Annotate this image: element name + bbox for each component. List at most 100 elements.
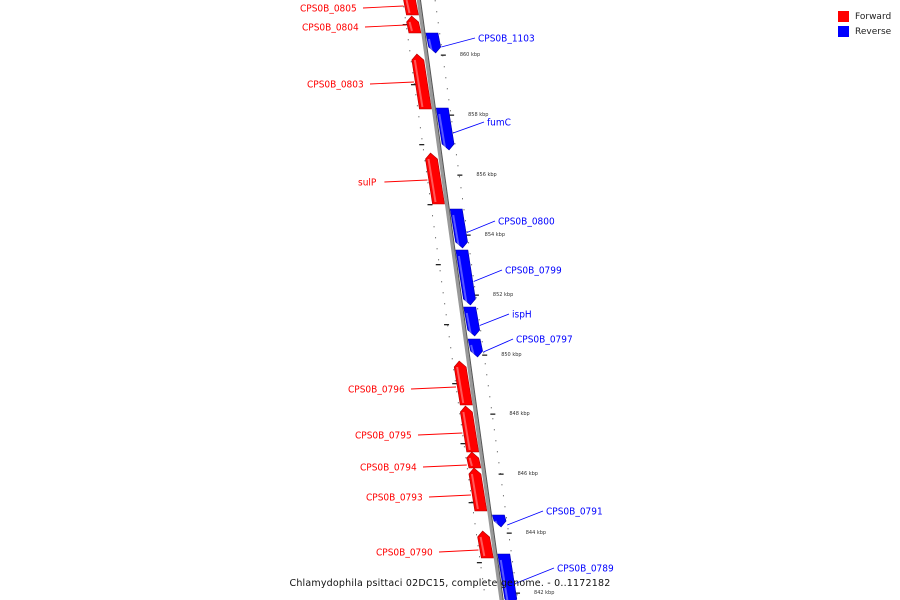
gene-cps0b-0796[interactable]: CPS0B_0796 [348, 360, 473, 406]
guide-dot [489, 396, 491, 398]
tick-label: 858 kbp [468, 112, 488, 118]
gene-arrow[interactable] [435, 107, 455, 151]
tick-label: 854 kbp [485, 232, 505, 238]
guide-dot [454, 380, 456, 382]
guide-dot [424, 160, 426, 162]
guide-dot [483, 589, 485, 591]
tick-mark-left [452, 383, 458, 385]
guide-dot [513, 572, 515, 574]
gene-arrow[interactable] [455, 249, 476, 306]
gene-cps0b-0799[interactable]: CPS0B_0799 [455, 249, 562, 306]
guide-dot [446, 88, 448, 90]
gene-cps0b-0803[interactable]: CPS0B_0803 [307, 53, 432, 110]
tick-mark-left [468, 502, 474, 504]
tick-label: 848 kbp [509, 411, 529, 417]
tick-label: 850 kbp [501, 352, 521, 358]
guide-dot [445, 314, 447, 316]
gene-label: CPS0B_0795 [355, 431, 412, 442]
gene-cps0b-0790[interactable]: CPS0B_0790 [376, 530, 494, 559]
gene-arrow[interactable] [477, 530, 494, 559]
gene-arrow[interactable] [425, 152, 445, 205]
gene-highlight [457, 255, 468, 304]
gene-arrow[interactable] [403, 0, 419, 16]
gene-label: fumC [487, 118, 511, 129]
gene-leader-line [441, 37, 476, 48]
tick-mark [465, 234, 471, 236]
forward-swatch [838, 11, 849, 22]
backbone-line [416, 0, 503, 600]
legend-forward: Forward [838, 9, 891, 24]
gene-cps0b-0797[interactable]: CPS0B_0797 [467, 335, 573, 358]
guide-dot [406, 28, 408, 30]
gene-arrow[interactable] [460, 405, 480, 453]
guide-dot [410, 61, 412, 63]
tick-mark [473, 294, 479, 296]
gene-cps0b-1103[interactable]: CPS0B_1103 [425, 32, 535, 54]
gene-arrow[interactable] [463, 306, 481, 337]
guide-dot [493, 429, 495, 431]
gene-leader-line [364, 24, 407, 28]
guide-dot [479, 556, 481, 558]
guide-dot [439, 270, 441, 272]
guide-dot [469, 253, 471, 255]
guide-dot [476, 534, 478, 536]
guide-dot [512, 561, 514, 563]
gene-cps0b-0791[interactable]: CPS0B_0791 [492, 507, 603, 528]
guide-dot [447, 325, 449, 327]
guide-dot [483, 352, 485, 354]
guide-dot [492, 418, 494, 420]
gene-cps0b-0805[interactable]: CPS0B_0805 [300, 0, 419, 16]
gene-cps0b-0793[interactable]: CPS0B_0793 [366, 467, 488, 512]
gene-highlight [405, 0, 411, 14]
gene-leader-line [438, 549, 479, 553]
gene-cps0b-0804[interactable]: CPS0B_0804 [302, 15, 422, 34]
gene-arrow[interactable] [406, 15, 422, 34]
tick-mark-left [435, 264, 441, 266]
guide-dot [496, 451, 498, 453]
gene-arrow[interactable] [467, 338, 483, 358]
gene-arrow[interactable] [411, 53, 432, 110]
gene-cps0b-0789[interactable]: CPS0B_0789 [497, 553, 614, 600]
gene-leader-line [362, 5, 404, 9]
gene-highlight [470, 344, 475, 356]
gene-arrow[interactable] [449, 208, 468, 249]
gene-label: CPS0B_0797 [516, 335, 573, 346]
tick-mark [482, 354, 488, 356]
gene-arrow[interactable] [466, 451, 482, 469]
tick-mark [498, 473, 504, 475]
guide-dot [451, 121, 453, 123]
gene-isph[interactable]: ispH [463, 306, 532, 337]
gene-label: CPS0B_0800 [498, 217, 555, 228]
guide-dot [440, 44, 442, 46]
legend-forward-label: Forward [855, 11, 892, 22]
gene-label: CPS0B_0789 [557, 564, 614, 575]
guide-dot [436, 248, 438, 250]
guide-dot [463, 446, 465, 448]
gene-arrow[interactable] [497, 553, 518, 600]
gene-arrow[interactable] [468, 467, 488, 512]
guide-dot [434, 0, 436, 2]
tick-label: 846 kbp [518, 471, 538, 477]
gene-cps0b-0800[interactable]: CPS0B_0800 [449, 208, 555, 249]
tick-label: 856 kbp [476, 172, 496, 178]
gene-arrow[interactable] [425, 32, 442, 54]
gene-cps0b-0795[interactable]: CPS0B_0795 [355, 405, 480, 453]
gene-highlight [408, 21, 413, 32]
gene-leader-line [417, 432, 463, 436]
guide-dot [448, 336, 450, 338]
gene-fumc[interactable]: fumC [435, 107, 511, 151]
gene-highlight [427, 158, 437, 203]
legend: Forward Reverse [838, 9, 891, 39]
gene-highlight [452, 214, 460, 247]
guide-dot [466, 231, 468, 233]
gene-arrow[interactable] [492, 514, 507, 528]
gene-arrow[interactable] [453, 360, 473, 406]
gene-cps0b-0794[interactable]: CPS0B_0794 [360, 451, 482, 474]
guide-dot [456, 391, 458, 393]
gene-label: ispH [512, 310, 532, 321]
gene-sulp[interactable]: sulP [358, 152, 445, 205]
guide-dot [478, 319, 480, 321]
guide-dot [471, 501, 473, 503]
guide-dot [457, 402, 459, 404]
reverse-swatch [838, 26, 849, 37]
